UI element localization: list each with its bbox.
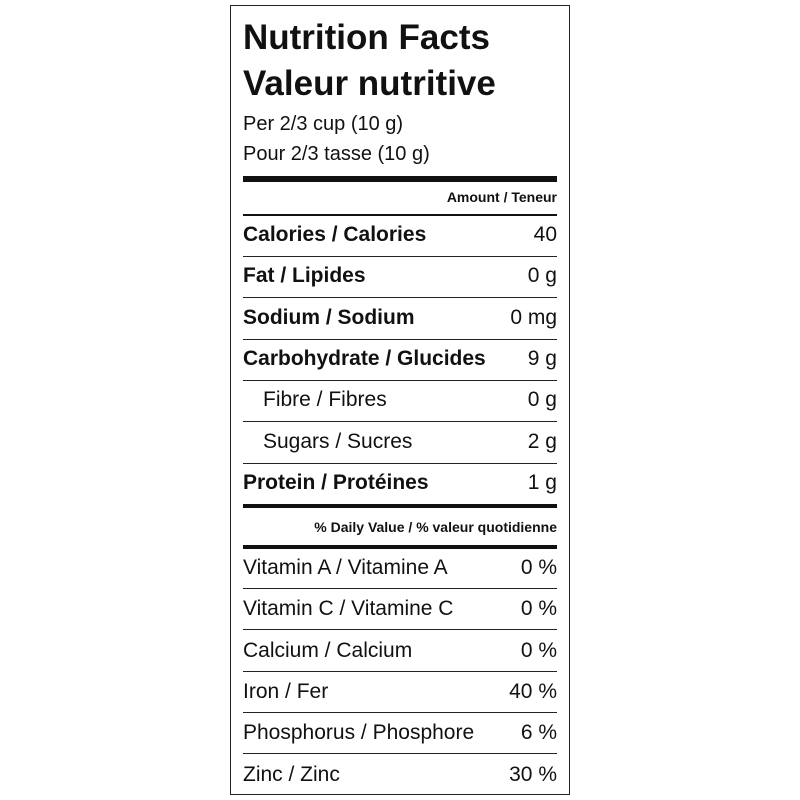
rule: [243, 753, 557, 755]
nutrient-label: Calories / Calories: [243, 223, 427, 246]
rule: [243, 629, 557, 631]
vitamin-label: Vitamin C / Vitamine C: [243, 597, 454, 621]
rule: [243, 421, 557, 423]
daily-value-heading: % Daily Value / % valeur quotidienne: [314, 519, 557, 535]
rule: [243, 214, 557, 216]
vitamin-label: Iron / Fer: [243, 679, 329, 703]
vitamin-label: Vitamin A / Vitamine A: [243, 556, 448, 579]
nutrient-amount: 40: [533, 223, 557, 246]
nutrient-label: Sodium / Sodium: [243, 305, 415, 329]
vitamin-label: Zinc / Zinc: [243, 762, 340, 786]
thick-rule: [243, 504, 557, 508]
rule: [243, 462, 557, 464]
thick-rule: [243, 545, 557, 549]
rule: [243, 256, 557, 257]
rule: [243, 338, 557, 340]
vitamin-value: 6 %: [520, 721, 557, 745]
nutrient-label: Sugars / Sucres: [263, 429, 413, 453]
nutrient-amount: 2 g: [527, 429, 557, 453]
nutrient-label: Fibre / Fibres: [263, 388, 387, 412]
nutrient-label: Protein / Protéines: [243, 470, 429, 494]
nutrition-label: Nutrition Facts Valeur nutritive Per 2/3…: [230, 5, 570, 795]
serving: Per 2/3 cup (10 g): [243, 113, 404, 135]
nutrient-amount: 9 g: [527, 346, 557, 370]
nutrient-label: Fat / Lipides: [243, 264, 366, 288]
vitamin-value: 40 %: [509, 679, 557, 703]
vitamin-value: 0 %: [520, 556, 557, 579]
vitamin-value: 0 %: [520, 597, 557, 621]
rule: [243, 297, 557, 299]
amount-heading: Amount / Teneur: [446, 189, 557, 205]
nutrient-label: Carbohydrate / Glucides: [243, 346, 486, 370]
serving-fr: Pour 2/3 tasse (10 g): [243, 143, 430, 165]
nutrient-amount: 0 g: [527, 388, 557, 412]
nutrient-amount: 0 mg: [510, 305, 557, 329]
rule: [243, 670, 557, 672]
title: Nutrition Facts: [243, 18, 490, 57]
title-fr: Valeur nutritive: [243, 64, 496, 103]
rule: [243, 711, 557, 713]
vitamin-label: Calcium / Calcium: [243, 638, 413, 662]
thick-rule: [243, 176, 557, 182]
nutrient-amount: 1 g: [527, 470, 557, 494]
rule: [243, 379, 557, 381]
vitamin-value: 30 %: [509, 762, 557, 786]
nutrient-amount: 0 g: [527, 264, 557, 288]
vitamin-label: Phosphorus / Phosphore: [243, 721, 475, 745]
vitamin-value: 0 %: [520, 638, 557, 662]
rule: [243, 588, 557, 589]
